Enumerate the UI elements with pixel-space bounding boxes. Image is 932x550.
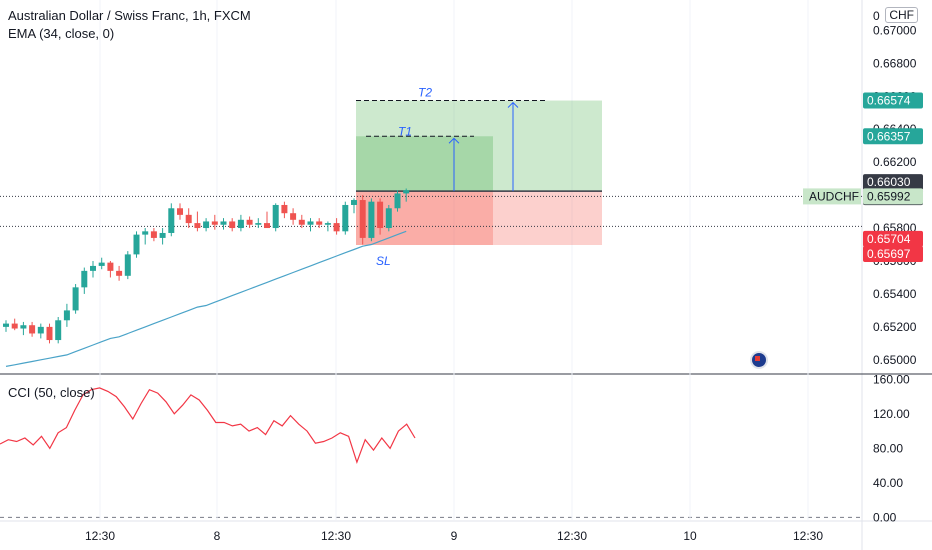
cci-label: CCI (50, close) xyxy=(8,385,95,400)
candle-body xyxy=(359,200,366,238)
candle-body xyxy=(264,223,270,229)
candle-body xyxy=(20,325,27,329)
t1-label: T1 xyxy=(398,124,412,138)
y-tick-label: 0.66800 xyxy=(873,56,917,70)
candle-body xyxy=(185,214,192,224)
stop-zone-inner xyxy=(356,191,493,246)
candle-body xyxy=(290,213,297,220)
candle-body xyxy=(116,270,123,276)
price-tag-label: 0.65697 xyxy=(867,247,911,261)
price-tag-label: 0.65704 xyxy=(867,232,911,246)
candle-body xyxy=(46,326,53,341)
candle-body xyxy=(63,310,70,321)
price-tag xyxy=(863,128,923,145)
y-tick-label: 0.65000 xyxy=(873,353,917,367)
candle-body xyxy=(394,193,401,209)
candle-body xyxy=(90,265,96,271)
candle-body xyxy=(11,323,18,329)
candle-body xyxy=(177,208,183,215)
x-tick-label: 12:30 xyxy=(321,529,351,543)
price-tag xyxy=(863,188,923,205)
candle-body xyxy=(150,231,157,238)
sl-label: SL xyxy=(376,254,391,268)
candle-body xyxy=(307,221,314,225)
t2-arrow-head xyxy=(507,101,519,108)
t2-label: T2 xyxy=(418,86,432,100)
candle-body xyxy=(229,221,236,229)
ema-line xyxy=(5,230,407,367)
price-tag-label: 0.66030 xyxy=(867,175,911,189)
candle-body xyxy=(255,223,262,225)
currency-prefix: 0 xyxy=(873,9,880,23)
candle-body xyxy=(342,204,349,232)
price-tag-label: 0.66357 xyxy=(867,129,911,143)
candle-body xyxy=(246,219,253,225)
candle-body xyxy=(403,190,410,194)
candle-body xyxy=(298,219,305,225)
y-tick-label: 0.67000 xyxy=(873,23,917,37)
candle-body xyxy=(203,221,210,229)
candle-body xyxy=(72,287,79,311)
price-tag xyxy=(863,92,923,109)
candle-body xyxy=(29,325,36,334)
y-tick-label: 0.66200 xyxy=(873,155,917,169)
candle-body xyxy=(220,221,227,225)
t1-arrow-head xyxy=(448,137,460,144)
price-tag-label: 0.65992 xyxy=(867,189,911,203)
candle-body xyxy=(385,208,392,229)
candle-body xyxy=(81,270,88,288)
candle-body xyxy=(3,323,9,327)
price-tag xyxy=(863,174,923,191)
candle-body xyxy=(211,221,218,225)
symbol-tag-label: AUDCHF xyxy=(809,189,859,203)
cci-y-tick-label: 80.00 xyxy=(873,441,903,455)
candle-body xyxy=(55,320,62,341)
candle-body xyxy=(316,221,323,225)
candle-body xyxy=(159,232,166,238)
x-tick-label: 12:30 xyxy=(557,529,587,543)
x-tick-label: 9 xyxy=(451,529,458,543)
candle-body xyxy=(377,201,384,229)
candle-body xyxy=(37,326,44,334)
price-tag xyxy=(863,246,923,263)
x-tick-label: 10 xyxy=(683,529,697,543)
candle-body xyxy=(124,254,131,276)
candle-body xyxy=(272,204,279,229)
candle-body xyxy=(324,223,331,225)
x-tick-label: 12:30 xyxy=(85,529,115,543)
symbol-tag xyxy=(803,188,861,205)
price-tag-label: 0.66574 xyxy=(867,94,911,108)
candle-body xyxy=(194,223,201,229)
candle-body xyxy=(368,201,375,238)
cci-y-tick-label: 0.00 xyxy=(873,510,897,524)
au-flag-icon[interactable] xyxy=(750,351,768,369)
cci-y-tick-label: 120.00 xyxy=(873,407,910,421)
chart-title: Australian Dollar / Swiss Franc, 1h, FXC… xyxy=(8,8,251,23)
cci-y-tick-label: 160.00 xyxy=(873,372,910,386)
currency-button[interactable]: CHF xyxy=(885,7,918,23)
candle-body xyxy=(333,223,340,232)
candle-body xyxy=(351,200,357,205)
candle-body xyxy=(168,208,175,233)
cci-y-tick-label: 40.00 xyxy=(873,476,903,490)
cci-line xyxy=(0,387,416,465)
candle-body xyxy=(107,262,114,271)
x-tick-label: 12:30 xyxy=(793,529,823,543)
candle-body xyxy=(133,234,140,255)
target2-zone xyxy=(356,100,602,192)
ema-label: EMA (34, close, 0) xyxy=(8,26,115,41)
x-tick-label: 8 xyxy=(214,529,221,543)
candle-body xyxy=(98,262,105,266)
target1-zone xyxy=(356,136,493,192)
candle-body xyxy=(142,231,149,235)
candle-body xyxy=(281,204,288,214)
y-tick-label: 0.65400 xyxy=(873,287,917,301)
candle-body xyxy=(237,219,244,229)
price-tag xyxy=(863,230,923,247)
y-tick-label: 0.65200 xyxy=(873,320,917,334)
